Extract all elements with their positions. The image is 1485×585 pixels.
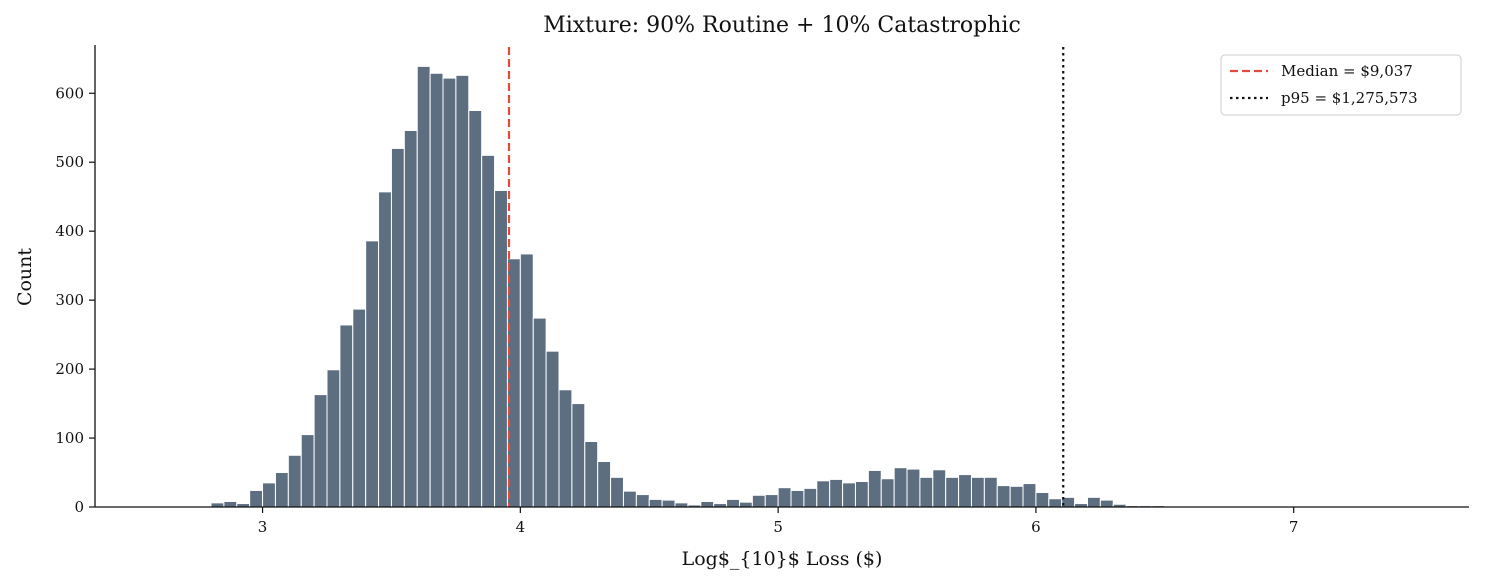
histogram-bar <box>635 494 650 508</box>
histogram-bar <box>854 480 869 508</box>
histogram-bar <box>790 489 805 508</box>
histogram-bar <box>249 489 264 508</box>
legend-frame <box>1220 54 1462 116</box>
y-tick-label: 300 <box>55 291 84 309</box>
histogram-bar <box>442 77 457 508</box>
histogram-bar <box>842 482 856 508</box>
histogram-bar <box>751 494 766 508</box>
histogram-bar <box>648 498 663 508</box>
histogram-bar <box>429 72 444 508</box>
histogram-bar <box>867 469 882 508</box>
x-axis-label: Log$_{10}$ Loss ($) <box>682 548 883 570</box>
histogram-bar <box>777 487 792 508</box>
histogram-bar <box>494 189 508 508</box>
histogram-bar <box>919 476 934 508</box>
histogram-bar <box>738 501 753 508</box>
histogram-bar <box>932 469 947 508</box>
y-tick-label: 600 <box>55 84 84 102</box>
x-axis-ticks: 3 4 5 6 7 <box>258 507 1299 536</box>
histogram-bar <box>532 317 547 508</box>
y-axis-ticks: 0 100 200 300 400 500 600 <box>55 84 95 516</box>
histogram-bar <box>700 500 715 508</box>
histogram-bar <box>455 74 470 508</box>
histogram-bar <box>287 454 302 508</box>
histogram-bar <box>300 434 315 508</box>
y-tick-label: 400 <box>55 222 84 240</box>
histogram-bar <box>274 472 289 508</box>
histogram-bar <box>1086 496 1101 508</box>
histogram-bar <box>970 476 985 508</box>
histogram-bar <box>816 480 831 508</box>
histogram-bar <box>803 487 818 508</box>
histogram-bar <box>352 308 367 508</box>
x-tick-label: 6 <box>1031 518 1041 536</box>
histogram-bars <box>184 65 1217 508</box>
histogram-bar <box>597 460 612 508</box>
x-tick-label: 5 <box>773 518 783 536</box>
histogram-bar <box>726 498 740 508</box>
histogram-bar <box>829 478 844 508</box>
reference-lines <box>507 47 1065 507</box>
y-tick-label: 100 <box>55 429 84 447</box>
histogram-bar <box>390 147 405 508</box>
histogram-bar <box>1048 498 1063 508</box>
histogram-bar <box>622 490 637 508</box>
histogram-bar <box>906 468 921 508</box>
histogram-bar <box>996 485 1011 508</box>
histogram-bar <box>403 130 418 508</box>
histogram-bar <box>365 240 380 508</box>
histogram-bar <box>584 440 599 508</box>
y-tick-label: 200 <box>55 360 84 378</box>
histogram-bar <box>339 324 354 508</box>
histogram-bar <box>893 467 908 508</box>
histogram-bar <box>223 500 238 508</box>
histogram-bar <box>880 478 895 508</box>
histogram-bar <box>661 499 676 508</box>
histogram-bar <box>519 253 534 508</box>
y-tick-label: 500 <box>55 153 84 171</box>
x-tick-label: 3 <box>258 518 268 536</box>
histogram-bar <box>945 476 960 508</box>
histogram-bar <box>313 394 328 508</box>
histogram-bar <box>326 369 341 508</box>
x-tick-label: 7 <box>1289 518 1299 536</box>
histogram-bar <box>571 403 586 508</box>
histogram-bar <box>545 350 560 508</box>
histogram-bar <box>1009 485 1024 508</box>
y-axis-label: Count <box>14 248 36 306</box>
histogram-bar <box>262 482 276 508</box>
legend-median-label: Median = $9,037 <box>1281 62 1413 80</box>
histogram-bar <box>416 65 431 508</box>
x-tick-label: 4 <box>516 518 526 536</box>
histogram-bar <box>764 494 779 508</box>
histogram-bar <box>378 191 392 508</box>
histogram-bar <box>468 110 483 508</box>
histogram-bar <box>481 154 496 508</box>
histogram-bar <box>1022 483 1037 508</box>
histogram-bar <box>958 474 972 508</box>
histogram-bar <box>558 389 573 508</box>
histogram-bar <box>1035 492 1050 508</box>
histogram-bar <box>983 476 998 508</box>
histogram-bar <box>610 476 624 508</box>
chart-title: Mixture: 90% Routine + 10% Catastrophic <box>543 13 1021 38</box>
legend-p95-label: p95 = $1,275,573 <box>1281 89 1418 107</box>
y-tick-label: 0 <box>74 498 84 516</box>
legend: Median = $9,037 p95 = $1,275,573 <box>1220 54 1462 116</box>
histogram-bar <box>1099 499 1114 508</box>
